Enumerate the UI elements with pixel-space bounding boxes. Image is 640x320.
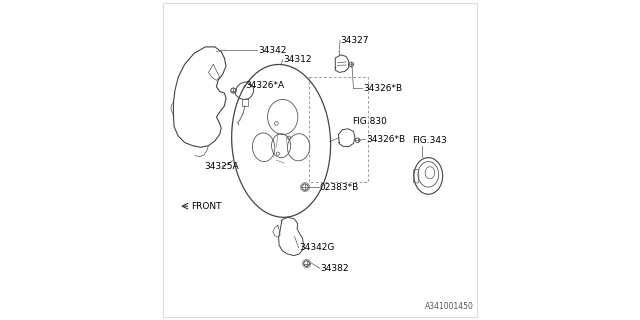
Text: 34382: 34382 [321, 264, 349, 273]
Text: 34312: 34312 [284, 55, 312, 64]
Text: FIG.830: FIG.830 [352, 117, 387, 126]
Text: 34342: 34342 [258, 45, 286, 55]
Text: 34327: 34327 [340, 36, 369, 45]
Text: 34342G: 34342G [300, 243, 335, 252]
Text: 34325A: 34325A [205, 162, 239, 171]
Text: FIG.343: FIG.343 [412, 136, 447, 145]
Text: FRONT: FRONT [191, 202, 222, 211]
Text: 34326*A: 34326*A [245, 81, 284, 90]
Text: 34326*B: 34326*B [363, 84, 402, 93]
Text: A341001450: A341001450 [425, 302, 474, 311]
Text: 34326*B: 34326*B [366, 135, 405, 144]
Text: 02383*B: 02383*B [319, 183, 358, 192]
